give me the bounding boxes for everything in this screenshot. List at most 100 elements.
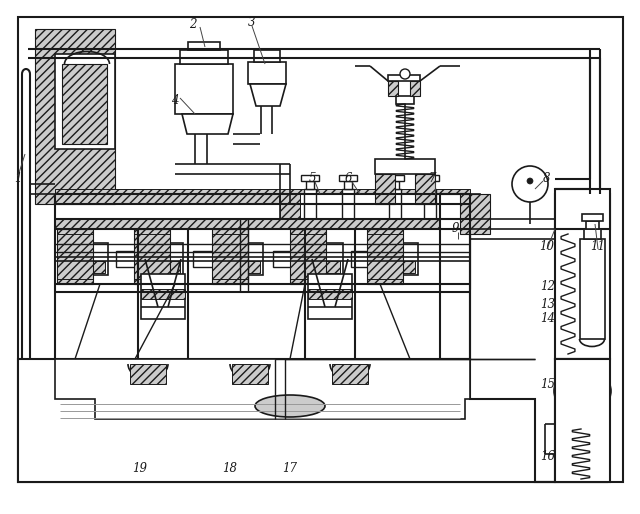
Polygon shape bbox=[555, 189, 610, 229]
Text: 12: 12 bbox=[541, 280, 556, 292]
Polygon shape bbox=[586, 221, 599, 229]
Polygon shape bbox=[182, 114, 233, 134]
Polygon shape bbox=[290, 229, 326, 284]
Polygon shape bbox=[440, 194, 470, 359]
Text: 17: 17 bbox=[282, 463, 298, 475]
Polygon shape bbox=[367, 229, 403, 284]
Polygon shape bbox=[75, 261, 105, 273]
Polygon shape bbox=[130, 364, 166, 384]
Text: 15: 15 bbox=[541, 377, 556, 391]
Polygon shape bbox=[227, 243, 263, 275]
Polygon shape bbox=[306, 181, 314, 189]
Polygon shape bbox=[391, 181, 399, 189]
Polygon shape bbox=[339, 175, 357, 181]
Polygon shape bbox=[55, 219, 470, 229]
Ellipse shape bbox=[255, 395, 325, 417]
Text: 18: 18 bbox=[223, 463, 237, 475]
Polygon shape bbox=[232, 364, 268, 384]
Polygon shape bbox=[344, 181, 352, 189]
Text: 19: 19 bbox=[132, 463, 147, 475]
Text: 9: 9 bbox=[451, 223, 459, 235]
Text: 1: 1 bbox=[14, 173, 22, 186]
Polygon shape bbox=[248, 62, 286, 84]
Polygon shape bbox=[280, 194, 480, 219]
Text: 11: 11 bbox=[591, 241, 605, 253]
Polygon shape bbox=[386, 175, 404, 181]
Polygon shape bbox=[308, 274, 352, 319]
Text: 3: 3 bbox=[248, 15, 256, 28]
Polygon shape bbox=[388, 75, 420, 81]
Text: 8: 8 bbox=[543, 173, 551, 186]
Circle shape bbox=[554, 373, 590, 409]
Circle shape bbox=[400, 69, 410, 79]
Polygon shape bbox=[304, 189, 316, 219]
Polygon shape bbox=[72, 243, 108, 275]
Polygon shape bbox=[134, 229, 170, 284]
Circle shape bbox=[527, 178, 533, 184]
Polygon shape bbox=[18, 359, 610, 482]
Polygon shape bbox=[389, 189, 401, 219]
Polygon shape bbox=[582, 214, 603, 221]
Polygon shape bbox=[35, 29, 115, 204]
Text: 6: 6 bbox=[344, 173, 352, 186]
Polygon shape bbox=[116, 251, 140, 267]
Polygon shape bbox=[440, 194, 470, 289]
Polygon shape bbox=[212, 229, 248, 284]
Circle shape bbox=[560, 379, 584, 403]
Polygon shape bbox=[342, 189, 354, 219]
Polygon shape bbox=[421, 175, 439, 181]
Polygon shape bbox=[307, 243, 343, 275]
Polygon shape bbox=[280, 194, 300, 219]
Polygon shape bbox=[410, 81, 420, 96]
Polygon shape bbox=[351, 251, 375, 267]
Polygon shape bbox=[308, 289, 352, 299]
Polygon shape bbox=[141, 274, 185, 319]
Polygon shape bbox=[375, 174, 395, 204]
Polygon shape bbox=[460, 194, 490, 234]
Polygon shape bbox=[424, 189, 436, 219]
Polygon shape bbox=[385, 261, 415, 273]
Polygon shape bbox=[55, 189, 470, 204]
Polygon shape bbox=[147, 243, 183, 275]
Text: 4: 4 bbox=[172, 95, 179, 107]
Polygon shape bbox=[193, 251, 217, 267]
Circle shape bbox=[575, 373, 611, 409]
Polygon shape bbox=[273, 251, 297, 267]
Text: 5: 5 bbox=[308, 173, 316, 186]
Polygon shape bbox=[375, 159, 435, 174]
Polygon shape bbox=[180, 50, 228, 64]
Polygon shape bbox=[150, 261, 180, 273]
Text: 2: 2 bbox=[189, 17, 196, 30]
Polygon shape bbox=[555, 424, 607, 482]
Text: 16: 16 bbox=[541, 450, 556, 463]
Text: 14: 14 bbox=[541, 313, 556, 325]
Polygon shape bbox=[55, 359, 470, 419]
Polygon shape bbox=[55, 54, 115, 149]
Polygon shape bbox=[62, 64, 107, 144]
Polygon shape bbox=[426, 181, 434, 189]
Polygon shape bbox=[254, 50, 280, 62]
Text: 10: 10 bbox=[540, 241, 554, 253]
Polygon shape bbox=[188, 42, 220, 50]
Polygon shape bbox=[250, 84, 286, 106]
Polygon shape bbox=[57, 229, 93, 284]
Polygon shape bbox=[388, 81, 398, 96]
Circle shape bbox=[581, 379, 605, 403]
Polygon shape bbox=[332, 364, 368, 384]
Circle shape bbox=[512, 166, 548, 202]
Polygon shape bbox=[310, 261, 340, 273]
Polygon shape bbox=[301, 175, 319, 181]
Polygon shape bbox=[415, 174, 435, 204]
Text: 7: 7 bbox=[428, 173, 436, 186]
Polygon shape bbox=[580, 239, 605, 339]
Polygon shape bbox=[555, 194, 610, 359]
Polygon shape bbox=[230, 261, 260, 273]
Polygon shape bbox=[382, 243, 418, 275]
Polygon shape bbox=[440, 194, 480, 219]
Text: 13: 13 bbox=[541, 298, 556, 310]
Polygon shape bbox=[141, 289, 185, 299]
Polygon shape bbox=[396, 96, 414, 104]
Polygon shape bbox=[584, 229, 601, 239]
Polygon shape bbox=[18, 17, 623, 482]
Polygon shape bbox=[175, 64, 233, 114]
